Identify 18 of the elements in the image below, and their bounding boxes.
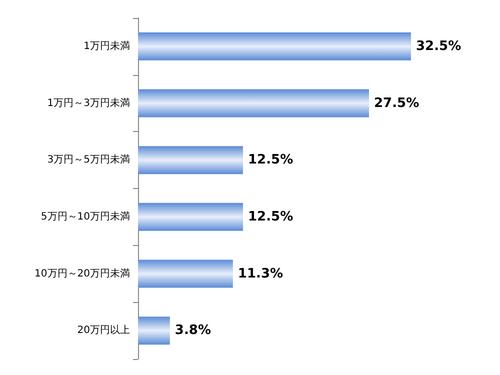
data-label: 27.5% <box>374 96 420 111</box>
data-label: 32.5% <box>416 38 462 54</box>
bar <box>138 89 369 118</box>
y-tick-label: 1万円～3万円未満 <box>47 96 130 109</box>
y-tick-label: 20万円以上 <box>77 324 130 336</box>
bar <box>138 260 233 288</box>
data-label: 12.5% <box>248 152 294 168</box>
bar <box>138 316 170 345</box>
y-tick-label: 10万円～20万円未満 <box>34 267 130 280</box>
y-tick-label: 5万円～10万円未満 <box>40 210 130 222</box>
y-tick-label: 1万円未満 <box>84 40 130 52</box>
data-label: 3.8% <box>174 323 211 338</box>
data-label: 12.5% <box>248 209 294 224</box>
bar <box>138 146 243 174</box>
bar <box>138 202 243 231</box>
data-label: 11.3% <box>238 266 284 282</box>
y-tick-label: 3万円～5万円未満 <box>47 154 130 166</box>
bar <box>138 32 411 60</box>
